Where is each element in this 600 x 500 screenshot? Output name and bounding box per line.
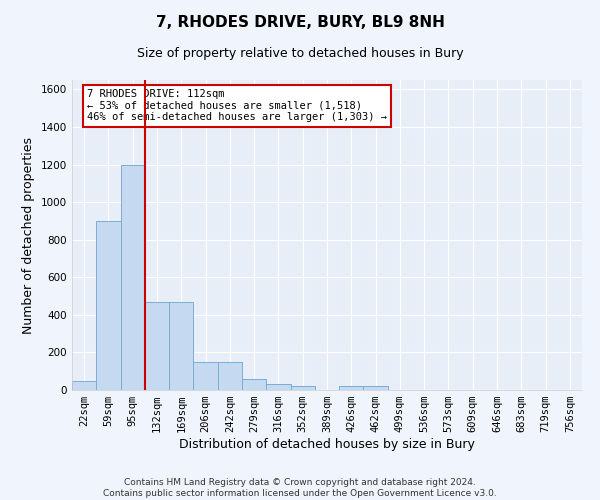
Text: 7, RHODES DRIVE, BURY, BL9 8NH: 7, RHODES DRIVE, BURY, BL9 8NH: [155, 15, 445, 30]
Bar: [96, 221, 121, 390]
Bar: [145, 302, 169, 390]
Bar: [242, 378, 266, 390]
Text: Contains HM Land Registry data © Crown copyright and database right 2024.
Contai: Contains HM Land Registry data © Crown c…: [103, 478, 497, 498]
Text: Size of property relative to detached houses in Bury: Size of property relative to detached ho…: [137, 48, 463, 60]
Bar: [266, 384, 290, 390]
X-axis label: Distribution of detached houses by size in Bury: Distribution of detached houses by size …: [179, 438, 475, 451]
Bar: [218, 362, 242, 390]
Bar: [339, 386, 364, 390]
Bar: [169, 302, 193, 390]
Bar: [290, 386, 315, 390]
Bar: [121, 164, 145, 390]
Bar: [72, 380, 96, 390]
Y-axis label: Number of detached properties: Number of detached properties: [22, 136, 35, 334]
Bar: [364, 386, 388, 390]
Bar: [193, 362, 218, 390]
Text: 7 RHODES DRIVE: 112sqm
← 53% of detached houses are smaller (1,518)
46% of semi-: 7 RHODES DRIVE: 112sqm ← 53% of detached…: [88, 90, 388, 122]
